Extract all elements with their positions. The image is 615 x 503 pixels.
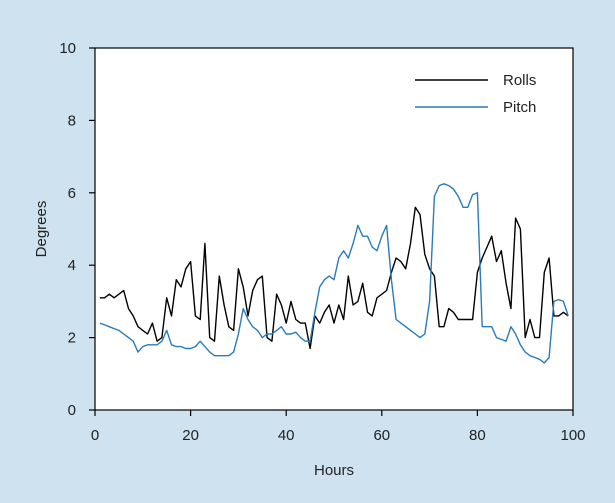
x-tick-label: 40 — [278, 427, 295, 444]
plot-frame — [94, 47, 574, 411]
x-tick-label: 60 — [373, 427, 390, 444]
y-axis: 0 2 4 6 8 10 — [59, 40, 95, 419]
y-tick-label: 4 — [68, 257, 76, 274]
series-line-rolls — [99, 206, 569, 350]
x-tick-label: 100 — [560, 427, 585, 444]
y-tick-label: 0 — [68, 402, 76, 419]
series-layer — [99, 183, 569, 364]
x-tick-label: 0 — [91, 427, 99, 444]
y-tick-label: 8 — [68, 112, 76, 129]
y-tick-label: 6 — [68, 185, 76, 202]
x-axis-title: Hours — [314, 462, 354, 479]
x-tick-label: 80 — [469, 427, 486, 444]
y-tick-label: 10 — [59, 40, 76, 57]
x-tick-label: 20 — [182, 427, 199, 444]
x-axis: 0 20 40 60 80 100 — [91, 410, 586, 444]
legend: Rolls Pitch — [415, 72, 536, 116]
y-tick-label: 2 — [68, 330, 76, 347]
legend-label-pitch: Pitch — [503, 99, 536, 116]
plot-area — [95, 48, 573, 410]
series-line-pitch — [99, 183, 569, 364]
legend-label-rolls: Rolls — [503, 72, 536, 89]
y-axis-title: Degrees — [33, 201, 50, 258]
